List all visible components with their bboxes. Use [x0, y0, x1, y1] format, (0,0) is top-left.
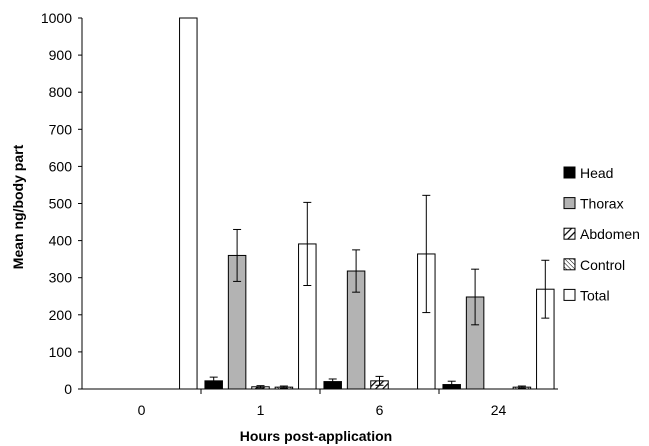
x-tick-label: 24 — [491, 402, 507, 418]
error-bar-abdomen-6 — [375, 375, 384, 386]
legend-label: Thorax — [580, 196, 624, 212]
error-bar-head-1 — [209, 376, 218, 386]
error-bar-thorax-24 — [471, 268, 480, 326]
error-bar-thorax-6 — [352, 249, 361, 293]
y-tick-label: 100 — [49, 344, 73, 360]
legend-item-abdomen: Abdomen — [563, 226, 640, 242]
legend-item-control: Control — [563, 257, 625, 273]
y-tick-label: 0 — [64, 381, 72, 397]
error-bar-head-6 — [328, 378, 337, 385]
legend-item-thorax: Thorax — [563, 196, 624, 212]
legend-swatch — [563, 197, 576, 210]
y-tick-label: 900 — [49, 47, 73, 63]
legend-swatch — [563, 288, 576, 301]
error-bar-head-24 — [447, 380, 456, 389]
bars — [179, 17, 555, 390]
bar-total-0 — [179, 17, 198, 390]
error-bar-total-24 — [541, 259, 550, 319]
error-bar-abdomen-1 — [256, 385, 265, 389]
axes: 0 100 200 300 400 500 600 700 800 900 1000 0 1 6 24 — [41, 10, 558, 418]
legend-label: Head — [580, 165, 613, 181]
x-tick-label: 6 — [376, 402, 384, 418]
error-bar-control-24 — [517, 385, 526, 389]
y-tick-label: 700 — [49, 121, 73, 137]
legend-swatch — [563, 227, 576, 240]
x-tick-label: 1 — [257, 402, 265, 418]
error-bar-total-1 — [303, 201, 312, 286]
y-tick-label: 800 — [49, 84, 73, 100]
legend-label: Total — [580, 287, 610, 303]
y-tick-label: 600 — [49, 158, 73, 174]
legend-label: Control — [580, 257, 625, 273]
x-axis-title: Hours post-application — [240, 428, 392, 444]
legend-item-total: Total — [563, 287, 610, 303]
y-tick-label: 300 — [49, 270, 73, 286]
legend-swatch — [563, 166, 576, 179]
y-tick-label: 400 — [49, 233, 73, 249]
legend-label: Abdomen — [580, 226, 640, 242]
legend: Head Thorax Abdomen Control Total — [563, 165, 640, 303]
legend-swatch — [563, 258, 576, 271]
error-bar-thorax-1 — [233, 228, 242, 282]
error-bar-total-6 — [422, 194, 431, 314]
error-bar-control-1 — [279, 385, 288, 389]
error-bars — [209, 194, 550, 389]
x-tick-label: 0 — [138, 402, 146, 418]
y-axis-title: Mean ng/body part — [10, 144, 26, 269]
legend-item-head: Head — [563, 165, 613, 181]
y-tick-label: 1000 — [41, 10, 72, 26]
y-tick-label: 200 — [49, 307, 73, 323]
y-tick-label: 500 — [49, 196, 73, 212]
